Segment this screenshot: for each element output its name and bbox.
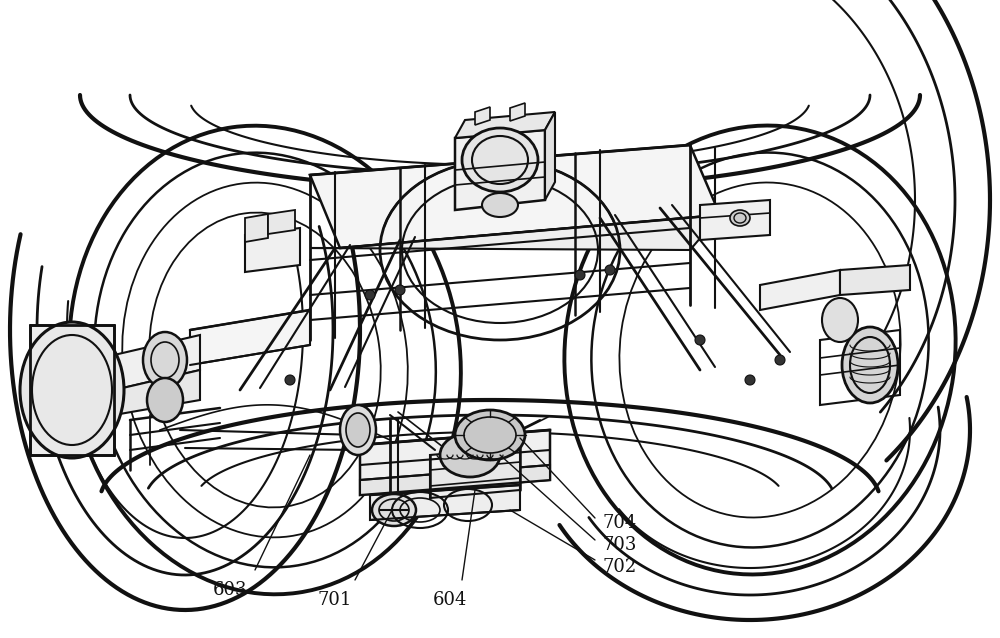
Text: 702: 702 bbox=[603, 558, 637, 576]
Text: 604: 604 bbox=[433, 591, 467, 609]
Polygon shape bbox=[114, 335, 200, 390]
Ellipse shape bbox=[440, 433, 500, 477]
Polygon shape bbox=[700, 200, 770, 240]
Ellipse shape bbox=[365, 290, 375, 300]
Ellipse shape bbox=[775, 355, 785, 365]
Polygon shape bbox=[475, 107, 490, 125]
Text: 701: 701 bbox=[318, 591, 352, 609]
Ellipse shape bbox=[285, 375, 295, 385]
Polygon shape bbox=[360, 465, 550, 495]
Polygon shape bbox=[310, 215, 720, 250]
Ellipse shape bbox=[462, 128, 538, 192]
Polygon shape bbox=[114, 370, 200, 415]
Text: 603: 603 bbox=[213, 581, 247, 599]
Polygon shape bbox=[455, 130, 545, 210]
Ellipse shape bbox=[842, 327, 898, 403]
Ellipse shape bbox=[822, 298, 858, 342]
Ellipse shape bbox=[143, 332, 187, 388]
Polygon shape bbox=[245, 214, 268, 242]
Text: 704: 704 bbox=[603, 514, 637, 532]
Polygon shape bbox=[430, 462, 520, 486]
Ellipse shape bbox=[340, 405, 376, 455]
Polygon shape bbox=[268, 210, 295, 234]
Polygon shape bbox=[245, 228, 300, 272]
Ellipse shape bbox=[395, 285, 405, 295]
Ellipse shape bbox=[20, 322, 124, 458]
Ellipse shape bbox=[695, 335, 705, 345]
Polygon shape bbox=[370, 485, 520, 520]
Polygon shape bbox=[545, 112, 555, 200]
Polygon shape bbox=[310, 145, 720, 248]
Ellipse shape bbox=[482, 193, 518, 217]
Polygon shape bbox=[190, 310, 310, 365]
Polygon shape bbox=[840, 265, 910, 295]
Text: 703: 703 bbox=[603, 536, 637, 554]
Polygon shape bbox=[760, 270, 840, 310]
Ellipse shape bbox=[745, 375, 755, 385]
Ellipse shape bbox=[575, 270, 585, 280]
Polygon shape bbox=[455, 112, 555, 138]
Ellipse shape bbox=[605, 265, 615, 275]
Ellipse shape bbox=[372, 494, 416, 526]
Ellipse shape bbox=[346, 413, 370, 447]
Ellipse shape bbox=[147, 378, 183, 422]
Polygon shape bbox=[360, 430, 550, 495]
Polygon shape bbox=[30, 325, 114, 455]
Ellipse shape bbox=[455, 410, 525, 460]
Ellipse shape bbox=[730, 210, 750, 226]
Polygon shape bbox=[510, 103, 525, 121]
